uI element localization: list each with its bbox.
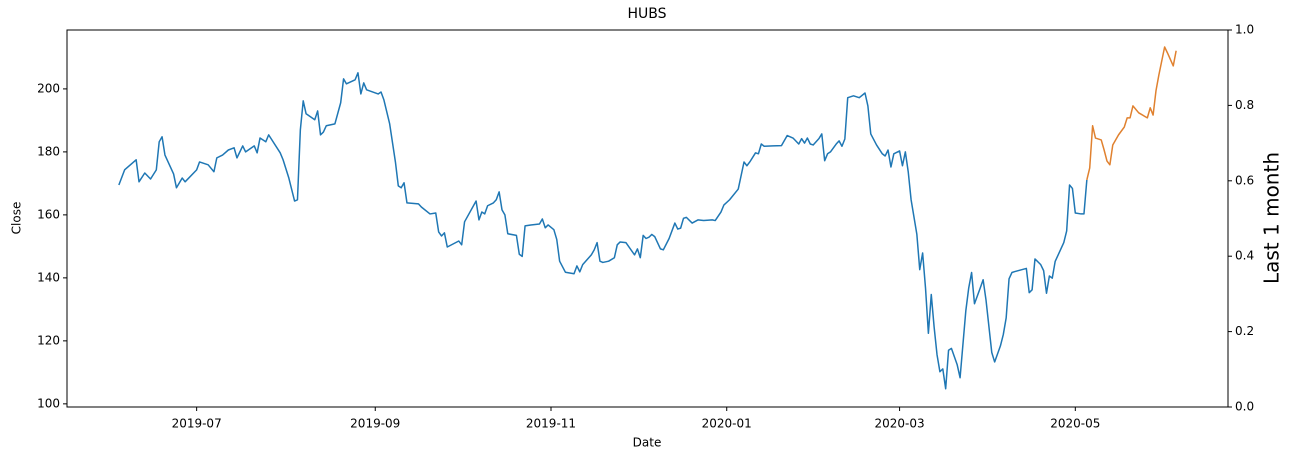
y2-tick-label: 0.6: [1235, 173, 1254, 187]
plot-frame: [66, 29, 1229, 408]
y2-tick-label: 1.0: [1235, 23, 1254, 37]
chart-title: HUBS: [627, 6, 666, 22]
y-tick-label: 120: [37, 333, 60, 347]
x-tick-label: 2020-01: [702, 417, 752, 431]
y2-tick-label: 0.4: [1235, 249, 1254, 263]
y-tick-label: 180: [37, 144, 60, 158]
y2-axis-label: Last 1 month: [1260, 152, 1284, 284]
y2-tick-label: 0.8: [1235, 98, 1254, 112]
x-tick-label: 2020-05: [1050, 417, 1100, 431]
line-series: [118, 72, 1088, 390]
x-tick-label: 2019-09: [350, 417, 400, 431]
y-tick-label: 160: [37, 207, 60, 221]
line-series: [1086, 46, 1177, 181]
x-tick-label: 2019-11: [526, 417, 576, 431]
y2-tick-label: 0.2: [1235, 324, 1254, 338]
y2-tick-label: 0.0: [1235, 400, 1254, 414]
x-axis-label: Date: [633, 436, 662, 450]
x-tick-label: 2020-03: [875, 417, 925, 431]
y-axis-label: Close: [10, 202, 24, 235]
y-tick-label: 100: [37, 396, 60, 410]
y-tick-label: 200: [37, 81, 60, 95]
y-tick-label: 140: [37, 270, 60, 284]
x-tick-label: 2019-07: [172, 417, 222, 431]
